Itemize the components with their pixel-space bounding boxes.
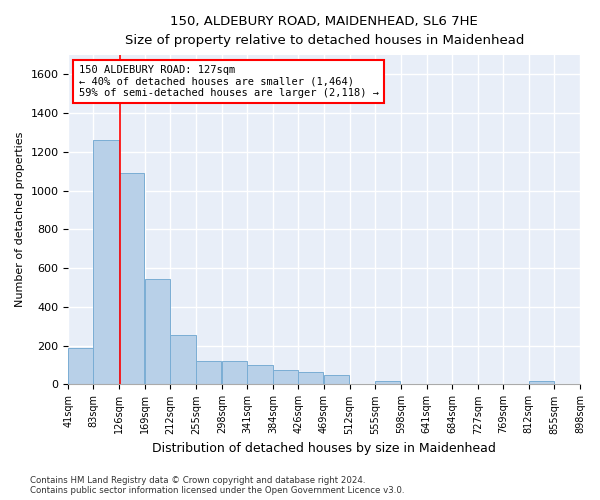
Bar bbox=[170, 335, 196, 384]
Text: Contains HM Land Registry data © Crown copyright and database right 2024.
Contai: Contains HM Land Registry data © Crown c… bbox=[30, 476, 404, 495]
Y-axis label: Number of detached properties: Number of detached properties bbox=[15, 132, 25, 308]
Text: 150 ALDEBURY ROAD: 127sqm
← 40% of detached houses are smaller (1,464)
59% of se: 150 ALDEBURY ROAD: 127sqm ← 40% of detac… bbox=[79, 65, 379, 98]
Bar bbox=[273, 370, 298, 384]
Bar bbox=[94, 140, 119, 384]
Bar bbox=[529, 380, 554, 384]
Bar bbox=[119, 174, 144, 384]
Bar bbox=[324, 375, 349, 384]
Bar bbox=[68, 348, 94, 385]
Bar bbox=[145, 279, 170, 384]
X-axis label: Distribution of detached houses by size in Maidenhead: Distribution of detached houses by size … bbox=[152, 442, 496, 455]
Bar bbox=[247, 365, 272, 384]
Bar bbox=[196, 361, 221, 384]
Bar bbox=[222, 361, 247, 384]
Bar bbox=[375, 380, 400, 384]
Title: 150, ALDEBURY ROAD, MAIDENHEAD, SL6 7HE
Size of property relative to detached ho: 150, ALDEBURY ROAD, MAIDENHEAD, SL6 7HE … bbox=[125, 15, 524, 47]
Bar bbox=[298, 372, 323, 384]
